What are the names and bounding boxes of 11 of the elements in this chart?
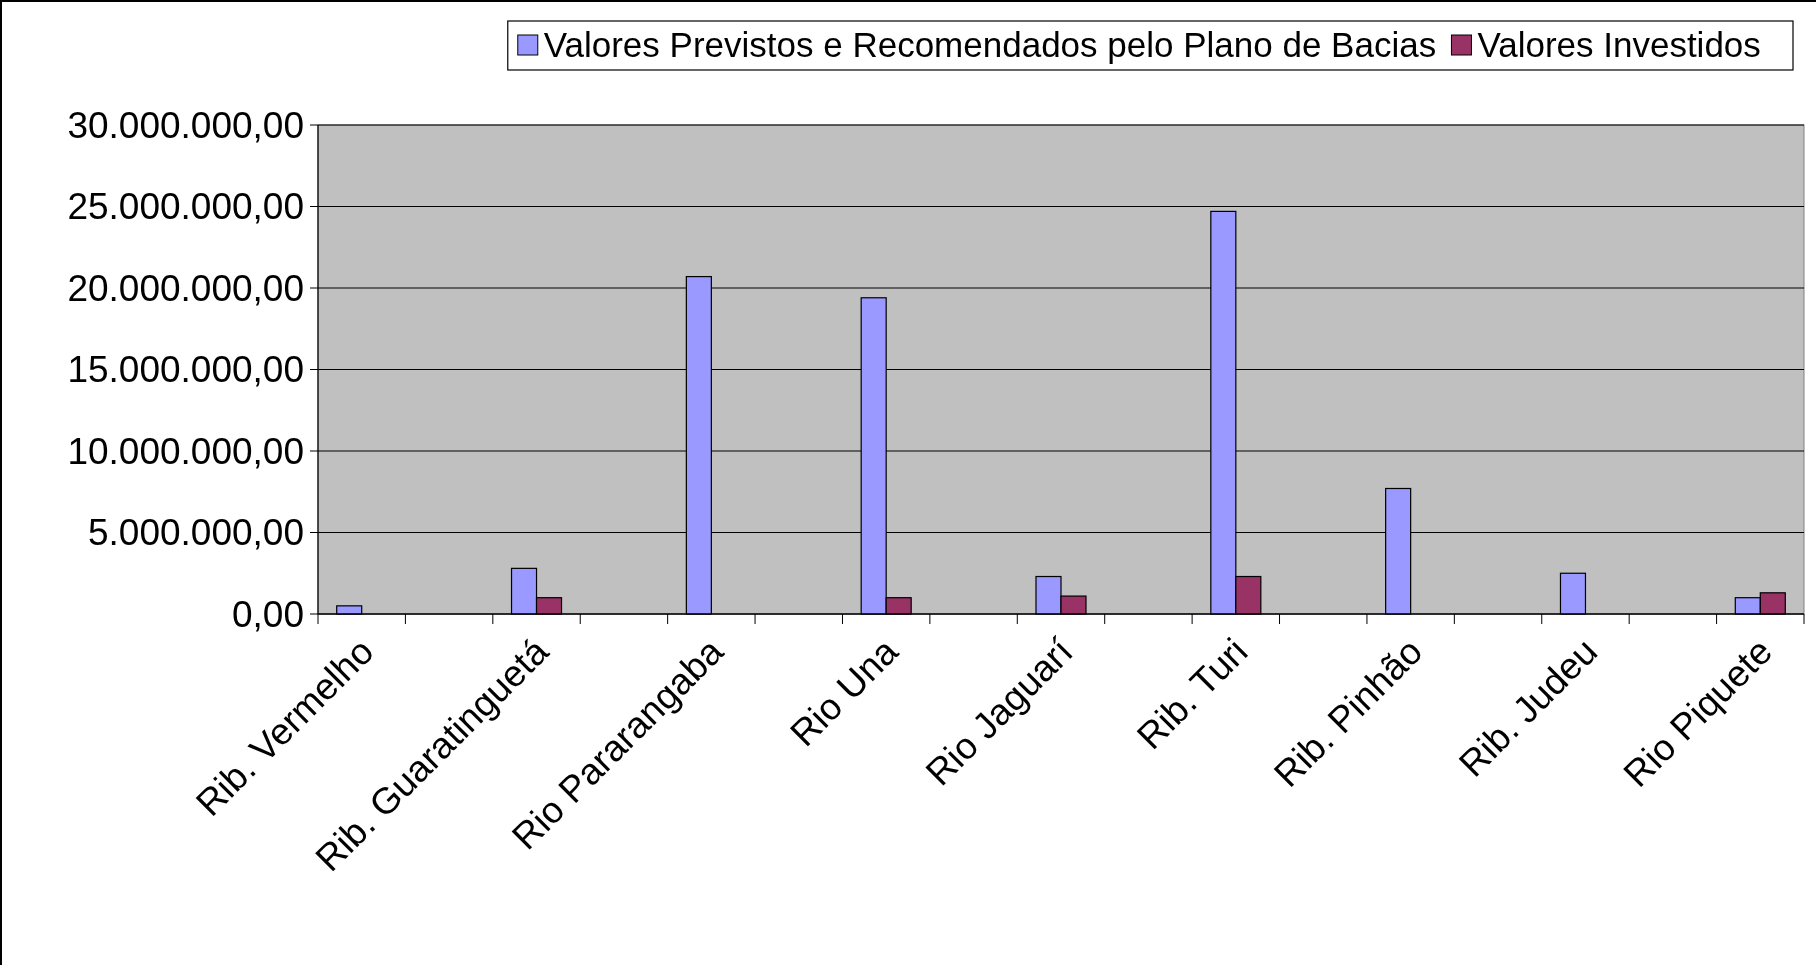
x-tick-label: Rib. Turi [1129,630,1256,758]
legend-label: Valores Investidos [1477,25,1761,65]
legend-label: Valores Previstos e Recomendados pelo Plano de Bacias [543,25,1437,65]
y-tick-label: 20.000.000,00 [67,267,304,309]
y-tick-label: 10.000.000,00 [67,430,304,472]
y-tick-label: 30.000.000,00 [67,104,304,146]
y-tick-label: 15.000.000,00 [67,349,304,391]
y-tick-label: 5.000.000,00 [87,512,304,554]
x-tick-label: Rio Una [782,630,907,755]
y-tick-label: 0,00 [231,593,304,635]
y-tick-label: 25.000.000,00 [67,186,304,228]
